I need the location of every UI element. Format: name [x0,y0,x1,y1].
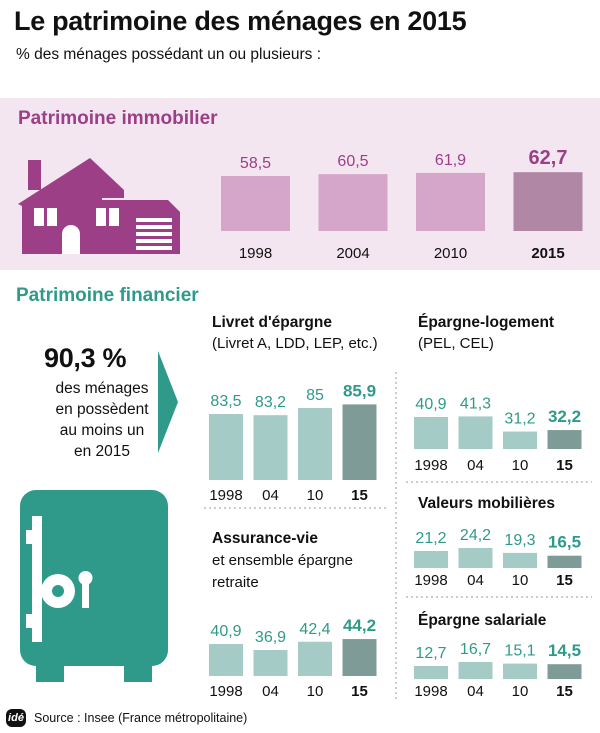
assurance-category-label: 15 [351,683,368,700]
assurance-bar-1998 [209,644,243,676]
salariale-bar-10 [503,663,537,679]
livret-category-label: 15 [351,487,368,504]
immo-category-label: 2010 [434,245,467,262]
valeurs-category-label: 04 [467,572,484,589]
immo-bar-2015 [513,172,583,231]
highlight-line-2: en possèdent [55,401,149,418]
epargne_logement-bar-15 [547,430,582,449]
valeurs-bar-04 [458,548,493,568]
immo-value-label: 61,9 [435,152,466,169]
page-subtitle: % des ménages possédant un ou plusieurs … [16,46,322,63]
assurance-value-label: 44,2 [343,616,376,635]
immo-bar-2004 [318,174,388,231]
salariale-bar-15 [547,664,582,679]
valeurs-value-label: 16,5 [548,533,581,552]
immo-category-label: 2004 [336,245,369,262]
immo-category-label: 1998 [239,245,272,262]
highlight-line-3: au moins un [59,422,145,439]
valeurs-value-label: 21,2 [415,530,446,547]
valeurs-title: Valeurs mobilières [418,495,555,512]
salariale-value-label: 14,5 [548,641,581,660]
assurance-title: Assurance-vie [212,530,318,547]
livret-bar-1998 [209,414,243,480]
assurance-category-label: 10 [307,683,324,700]
epargne_logement-bar-10 [503,431,537,449]
valeurs-value-label: 24,2 [460,527,491,544]
epargne-logement-subtitle: (PEL, CEL) [418,335,494,352]
financier-section-title: Patrimoine financier [16,285,199,306]
salariale-bar-1998 [414,666,448,679]
livret-category-label: 10 [307,487,324,504]
livret-value-label: 85 [306,387,324,404]
epargne_logement-category-label: 15 [556,457,573,474]
assurance-value-label: 36,9 [255,629,286,646]
immo-value-label: 60,5 [337,153,368,170]
livret-value-label: 83,2 [255,394,286,411]
salariale-value-label: 15,1 [504,643,535,660]
immo-bar-1998 [221,176,290,231]
immo-value-label: 58,5 [240,155,271,172]
salariale-value-label: 12,7 [415,645,446,662]
immo-value-label: 62,7 [529,147,568,169]
epargne-logement-title: Épargne-logement [418,314,555,331]
livret-subtitle: (Livret A, LDD, LEP, etc.) [212,335,378,352]
page-title: Le patrimoine des ménages en 2015 [14,6,467,36]
epargne_logement-category-label: 1998 [414,457,447,474]
livret-bar-10 [298,408,332,480]
source-note: Source : Insee (France métropolitaine) [34,711,248,725]
salariale-category-label: 1998 [414,683,447,700]
salariale-category-label: 04 [467,683,484,700]
livret-bar-15 [342,404,377,480]
valeurs-bar-10 [503,552,537,568]
valeurs-bar-1998 [414,551,448,568]
salariale-category-label: 10 [512,683,529,700]
epargne_logement-value-label: 32,2 [548,407,581,426]
assurance-category-label: 1998 [209,683,242,700]
epargne_logement-bar-04 [458,416,493,449]
epargne_logement-value-label: 41,3 [460,395,491,412]
assurance-category-label: 04 [262,683,279,700]
safe-icon [20,490,168,682]
salariale-value-label: 16,7 [460,641,491,658]
assurance-bar-04 [253,650,288,676]
salariale-category-label: 15 [556,683,573,700]
epargne_logement-value-label: 31,2 [504,411,535,428]
valeurs-category-label: 10 [512,572,529,589]
salariale-title: Épargne salariale [418,612,547,629]
immobilier-section-title: Patrimoine immobilier [18,108,218,129]
immo-category-label: 2015 [531,245,564,262]
valeurs-category-label: 15 [556,572,573,589]
house-icon [18,158,180,254]
assurance-value-label: 40,9 [210,623,241,640]
livret-category-label: 04 [262,487,279,504]
valeurs-bar-15 [547,555,582,568]
highlight-line-4: en 2015 [73,443,131,460]
valeurs-category-label: 1998 [414,572,447,589]
highlight-line-1: des ménages [55,380,149,397]
livret-title: Livret d'épargne [212,314,332,331]
epargne_logement-category-label: 10 [512,457,529,474]
assurance-value-label: 42,4 [299,621,330,638]
ide-logo: idé [6,709,26,727]
assurance-bar-10 [298,641,332,676]
immo-bar-2010 [416,172,485,231]
salariale-bar-04 [458,662,493,679]
arrow-icon [158,351,178,453]
valeurs-value-label: 19,3 [504,532,535,549]
livret-value-label: 83,5 [210,393,241,410]
livret-category-label: 1998 [209,487,242,504]
epargne_logement-value-label: 40,9 [415,396,446,413]
assurance-subtitle-line-2: retraite [212,574,259,591]
epargne_logement-bar-1998 [414,417,448,449]
assurance-bar-15 [342,639,377,676]
assurance-subtitle-line-1: et ensemble épargne [212,552,353,569]
epargne_logement-category-label: 04 [467,457,484,474]
highlight-value: 90,3 % [44,343,127,373]
livret-value-label: 85,9 [343,381,376,400]
livret-bar-04 [253,415,288,480]
